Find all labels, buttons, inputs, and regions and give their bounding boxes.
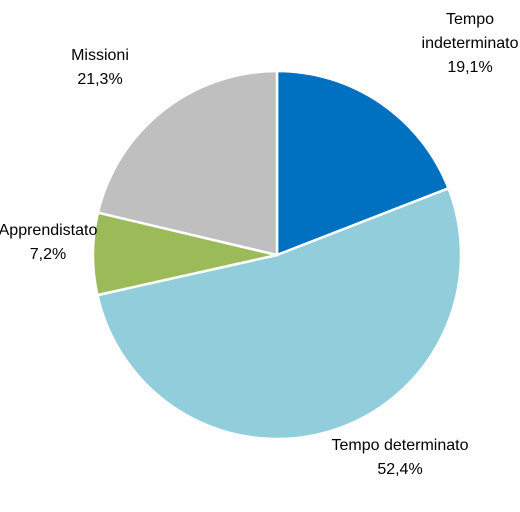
slice-label: Tempo determinato 52,4% [330,434,470,482]
pie-slice [96,69,279,257]
slice-label: Apprendistato 7,2% [0,219,118,267]
slice-label: Tempo indeterminato 19,1% [410,8,520,80]
category-label: Tempo determinato [331,437,469,454]
slice-label: Missioni 21,3% [30,44,170,92]
category-label: Apprendistato [0,222,98,239]
value-label: 52,4% [377,461,423,478]
pie-slice [95,186,463,441]
value-label: 19,1% [447,59,493,76]
category-label: Tempo indeterminato [421,11,519,52]
value-label: 21,3% [77,71,123,88]
value-label: 7,2% [29,246,67,263]
pie-slice [275,69,451,257]
category-label: Missioni [71,47,129,64]
